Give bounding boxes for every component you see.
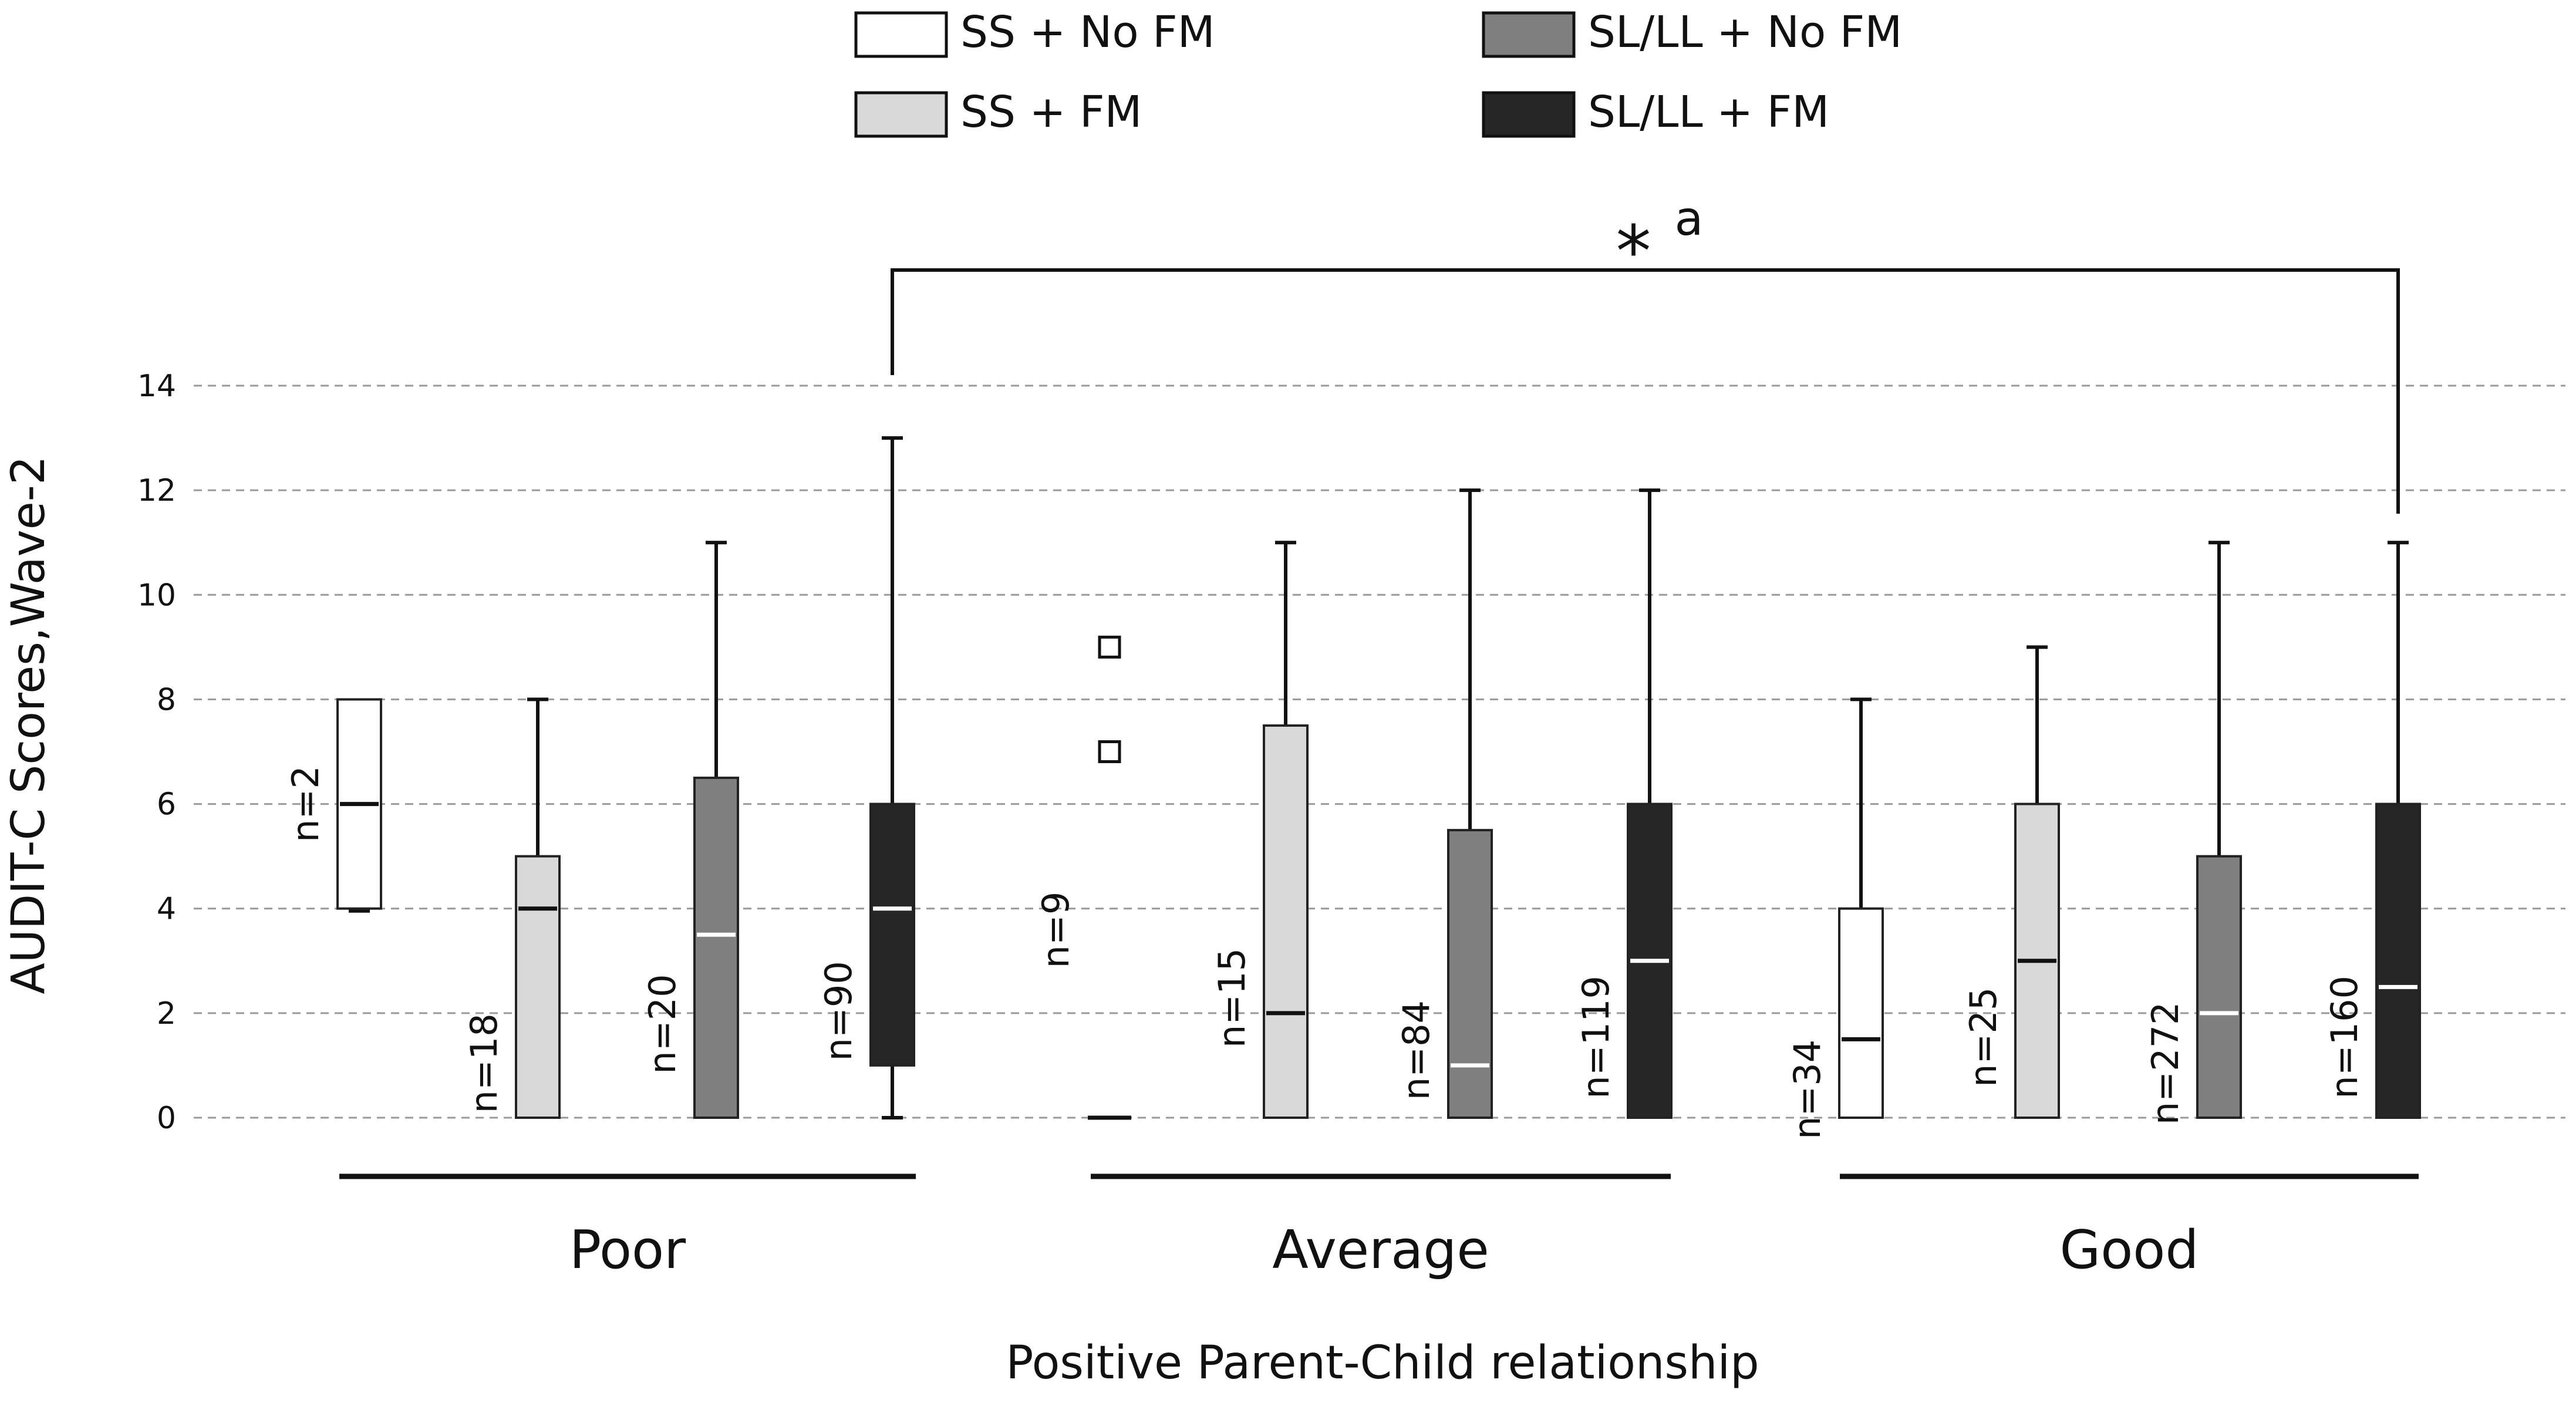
box-good-sl-ll-fm: [2375, 802, 2421, 1119]
significance-bracket-line: [891, 268, 2400, 514]
group-axis: Poor Average Good: [339, 1173, 2419, 1281]
n-label-average-ss-fm: n=15: [1211, 948, 1253, 1048]
significance-asterisk: *: [1616, 211, 1651, 293]
n-label-average-sl-ll-fm: n=119: [1574, 976, 1617, 1099]
y-axis-title: AUDIT-C Scores,Wave-2: [2, 456, 55, 994]
n-label-poor-sl-ll-fm: n=90: [817, 961, 860, 1061]
x-axis-title: Positive Parent-Child relationship: [1006, 1337, 1759, 1389]
n-label-poor-sl-ll-no-fm: n=20: [641, 974, 684, 1074]
n-label-average-sl-ll-no-fm: n=84: [1395, 1000, 1438, 1100]
y-tick-label: 8: [157, 682, 176, 717]
outlier-average-ss-no-fm: [1098, 635, 1121, 659]
y-tick-label: 12: [137, 473, 176, 508]
legend-swatch-ss-no-fm: [854, 11, 948, 58]
significance-bracket: * a: [891, 191, 2400, 514]
legend: SS + No FM SS + FM SL/LL + No FM SL/LL + FM: [854, 7, 1902, 138]
group-label-good: Good: [2060, 1219, 2199, 1281]
n-label-good-ss-no-fm: n=34: [1786, 1040, 1829, 1139]
gridlines: [194, 385, 2565, 1119]
y-axis-ticks: 0 2 4 6 8 10 12 14: [137, 369, 176, 1136]
significance-superscript: a: [1675, 191, 1704, 246]
y-tick-label: 0: [157, 1101, 176, 1136]
y-tick-label: 2: [157, 996, 176, 1031]
n-label-good-sl-ll-fm: n=160: [2323, 976, 2366, 1099]
y-tick-label: 4: [157, 892, 176, 927]
n-label-good-sl-ll-no-fm: n=272: [2144, 1002, 2187, 1125]
legend-label-ss-no-fm: SS + No FM: [960, 7, 1215, 58]
legend-swatch-sl-ll-no-fm: [1482, 11, 1576, 58]
y-tick-label: 10: [137, 578, 176, 613]
box-average-ss-fm: [1263, 724, 1309, 1119]
n-label-good-ss-fm: n=25: [1962, 987, 2005, 1087]
boxes: n=2 n=18 n=20 n=90 n=9 n=15 n=84 n=119 n=34 n=25 n…: [284, 436, 2421, 1139]
outlier-average-ss-no-fm: [1098, 740, 1121, 763]
n-label-poor-ss-no-fm: n=2: [284, 765, 327, 842]
y-tick-label: 6: [157, 787, 176, 822]
legend-swatch-sl-ll-fm: [1482, 91, 1576, 138]
box-poor-sl-ll-no-fm: [693, 777, 739, 1119]
box-poor-ss-fm: [515, 855, 561, 1119]
box-average-sl-ll-no-fm: [1447, 829, 1493, 1119]
legend-label-ss-fm: SS + FM: [960, 87, 1142, 137]
legend-label-sl-ll-fm: SL/LL + FM: [1588, 87, 1829, 137]
box-poor-sl-ll-fm: [869, 802, 915, 1067]
legend-label-sl-ll-no-fm: SL/LL + No FM: [1588, 7, 1902, 58]
y-tick-label: 14: [137, 369, 176, 404]
group-label-poor: Poor: [569, 1219, 686, 1281]
box-good-ss-no-fm: [1838, 907, 1884, 1119]
n-label-poor-ss-fm: n=18: [463, 1013, 505, 1113]
n-label-average-ss-no-fm: n=9: [1034, 892, 1077, 969]
legend-swatch-ss-fm: [854, 91, 948, 138]
group-label-average: Average: [1272, 1219, 1489, 1281]
box-good-sl-ll-no-fm: [2196, 855, 2242, 1119]
